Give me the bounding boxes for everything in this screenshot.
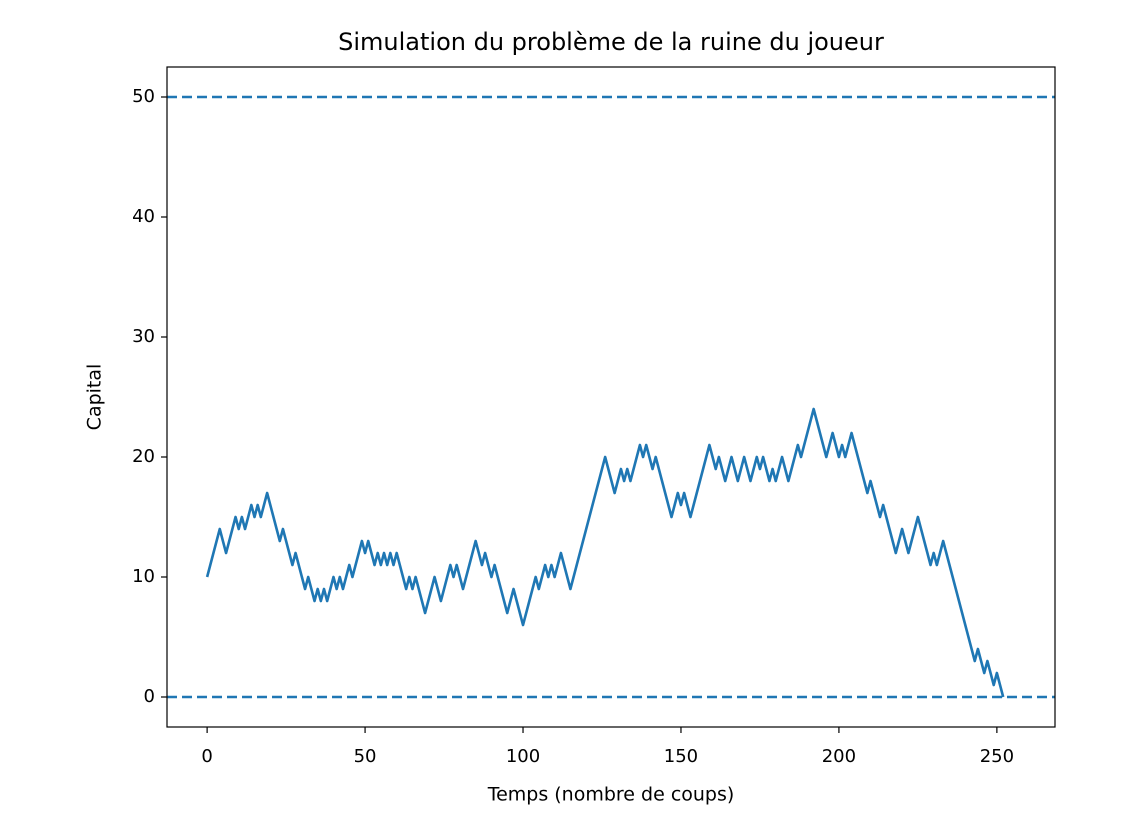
x-tick-label: 250 [980, 746, 1014, 767]
x-axis-label: Temps (nombre de coups) [487, 784, 735, 806]
y-tick-label: 30 [132, 326, 155, 347]
chart-title: Simulation du problème de la ruine du jo… [338, 28, 884, 56]
y-tick-label: 10 [132, 566, 155, 587]
x-tick-label: 100 [506, 746, 540, 767]
y-tick-label: 0 [144, 686, 155, 707]
y-tick-label: 20 [132, 446, 155, 467]
y-tick-label: 50 [132, 86, 155, 107]
data-line [205, 407, 1005, 698]
x-tick-label: 0 [201, 746, 212, 767]
y-tick-label: 40 [132, 206, 155, 227]
x-tick-label: 50 [354, 746, 377, 767]
x-tick-label: 200 [822, 746, 856, 767]
x-tick-label: 150 [664, 746, 698, 767]
y-axis-label: Capital [84, 364, 106, 431]
axes-frame [166, 66, 1056, 728]
